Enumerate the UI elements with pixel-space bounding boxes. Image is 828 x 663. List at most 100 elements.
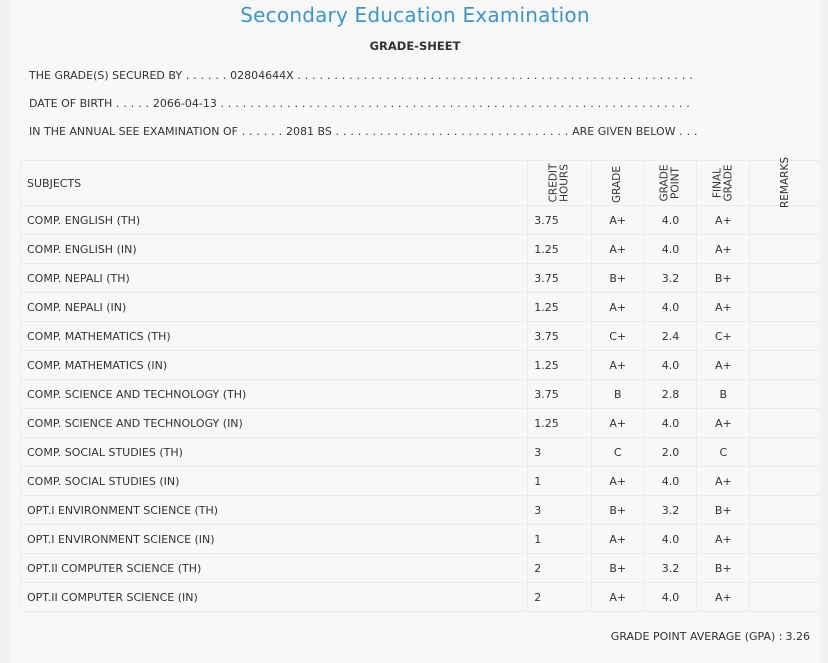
page-title: Secondary Education Examination [240, 3, 590, 27]
cell-final-grade: A+ [696, 408, 751, 438]
cell-remarks [749, 292, 820, 322]
dots: . . . [675, 125, 698, 138]
dots: . . . . . . [237, 125, 287, 138]
cell-subject: OPT.II COMPUTER SCIENCE (TH) [19, 553, 529, 583]
cell-credit-hours: 1 [527, 524, 592, 554]
gpa-label: GRADE POINT AVERAGE (GPA) : [610, 630, 783, 643]
table-row: COMP. ENGLISH (TH) 3.75 A+ 4.0 A+ [19, 205, 820, 235]
cell-grade-point: 4.0 [643, 582, 698, 612]
cell-final-grade: C [696, 437, 751, 467]
table-row: COMP. SOCIAL STUDIES (TH) 3 C 2.0 C [19, 437, 820, 467]
cell-credit-hours: 3.75 [527, 263, 592, 293]
header-credit-hours-label: CREDIT HOURS [548, 164, 571, 203]
table-row: COMP. NEPALI (TH) 3.75 B+ 3.2 B+ [19, 263, 820, 293]
dots: . . . . . [112, 97, 153, 110]
table-row: COMP. SCIENCE AND TECHNOLOGY (TH) 3.75 B 2.… [19, 379, 820, 409]
cell-grade-point: 3.2 [643, 263, 698, 293]
cell-final-grade: B+ [696, 495, 751, 525]
header-subjects-label: SUBJECTS [27, 176, 82, 190]
dots: . . . . . . . . . . . . . . . . . . . . … [216, 97, 691, 110]
cell-remarks [749, 234, 820, 264]
table-row: OPT.I ENVIRONMENT SCIENCE (TH) 3 B+ 3.2 B+ [19, 495, 820, 525]
cell-remarks [749, 350, 820, 380]
grade-sheet: Secondary Education Examination GRADE-SH… [10, 0, 820, 663]
header-remarks: REMARKS [749, 157, 820, 208]
cell-subject: COMP. SCIENCE AND TECHNOLOGY (IN) [19, 408, 529, 438]
header-final-grade-label: FINAL GRADE [711, 165, 734, 202]
cell-final-grade: A+ [696, 524, 751, 554]
cell-grade-point: 2.4 [643, 321, 698, 351]
header-final-grade: FINAL GRADE [696, 160, 751, 206]
cell-final-grade: A+ [696, 234, 751, 264]
cell-grade-point: 4.0 [643, 234, 698, 264]
cell-grade-point: 3.2 [643, 495, 698, 525]
cell-final-grade: B [696, 379, 751, 409]
cell-remarks [749, 466, 820, 496]
cell-credit-hours: 3.75 [527, 205, 592, 235]
exam-label: IN THE ANNUAL SEE EXAMINATION OF [29, 125, 238, 138]
gpa-line: GRADE POINT AVERAGE (GPA) :3.26 [608, 630, 810, 643]
header-credit-line2: HOURS [558, 164, 571, 202]
header-grade-point: GRADE POINT [643, 160, 698, 206]
cell-subject: COMP. SCIENCE AND TECHNOLOGY (TH) [19, 379, 529, 409]
cell-grade: A+ [590, 234, 645, 264]
cell-credit-hours: 3 [527, 437, 592, 467]
cell-grade: A+ [590, 292, 645, 322]
cell-credit-hours: 1.25 [527, 292, 592, 322]
dots: . . . . . . . . . . . . . . . . . . . . … [293, 69, 693, 82]
cell-credit-hours: 1.25 [527, 350, 592, 380]
cell-grade: A+ [590, 582, 645, 612]
table-row: OPT.II COMPUTER SCIENCE (IN) 2 A+ 4.0 A+ [19, 582, 820, 612]
dob-value: 2066-04-13 [152, 97, 217, 110]
table-row: OPT.I ENVIRONMENT SCIENCE (IN) 1 A+ 4.0 A+ [19, 524, 820, 554]
cell-grade-point: 2.0 [643, 437, 698, 467]
cell-grade: A+ [590, 350, 645, 380]
exam-line: IN THE ANNUAL SEE EXAMINATION OF . . . .… [29, 125, 698, 138]
cell-credit-hours: 2 [527, 582, 592, 612]
cell-subject: COMP. NEPALI (TH) [19, 263, 529, 293]
cell-grade: A+ [590, 466, 645, 496]
cell-grade: C+ [590, 321, 645, 351]
gpa-value: 3.26 [785, 630, 811, 643]
cell-final-grade: A+ [696, 466, 751, 496]
dob-label: DATE OF BIRTH [29, 97, 113, 110]
cell-grade-point: 3.2 [643, 553, 698, 583]
table-row: COMP. MATHEMATICS (IN) 1.25 A+ 4.0 A+ [19, 350, 820, 380]
cell-remarks [749, 495, 820, 525]
cell-credit-hours: 1.25 [527, 234, 592, 264]
cell-credit-hours: 2 [527, 553, 592, 583]
dots: . . . . . . [182, 69, 231, 82]
table-row: COMP. SCIENCE AND TECHNOLOGY (IN) 1.25 A+ 4… [19, 408, 820, 438]
cell-grade: A+ [590, 524, 645, 554]
secured-by-label: THE GRADE(S) SECURED BY [29, 69, 183, 82]
cell-grade-point: 4.0 [643, 350, 698, 380]
cell-grade-point: 4.0 [643, 466, 698, 496]
page-subtitle: GRADE-SHEET [369, 39, 461, 53]
dob-line: DATE OF BIRTH . . . . . 2066-04-13 . . .… [29, 97, 690, 110]
cell-final-grade: B+ [696, 553, 751, 583]
secured-by-value: 02804644X [230, 69, 294, 82]
cell-remarks [749, 524, 820, 554]
cell-credit-hours: 3.75 [527, 379, 592, 409]
cell-final-grade: A+ [696, 292, 751, 322]
header-grade-point-label: GRADE POINT [659, 165, 682, 202]
cell-subject: COMP. SOCIAL STUDIES (TH) [19, 437, 529, 467]
grades-table: SUBJECTS CREDIT HOURS GRADE GRADE POINT FI… [19, 157, 820, 612]
cell-final-grade: C+ [696, 321, 751, 351]
table-row: COMP. MATHEMATICS (TH) 3.75 C+ 2.4 C+ [19, 321, 820, 351]
cell-credit-hours: 3.75 [527, 321, 592, 351]
table-header-row: SUBJECTS CREDIT HOURS GRADE GRADE POINT FI… [19, 157, 820, 208]
cell-final-grade: B+ [696, 263, 751, 293]
cell-credit-hours: 3 [527, 495, 592, 525]
table-row: COMP. NEPALI (IN) 1.25 A+ 4.0 A+ [19, 292, 820, 322]
cell-credit-hours: 1.25 [527, 408, 592, 438]
header-credit-hours: CREDIT HOURS [527, 160, 592, 206]
secured-by-line: THE GRADE(S) SECURED BY . . . . . . 0280… [29, 69, 693, 82]
header-remarks-label: REMARKS [778, 156, 791, 209]
cell-subject: COMP. NEPALI (IN) [19, 292, 529, 322]
dots: . . . . . . . . . . . . . . . . . . . . … [331, 125, 573, 138]
cell-grade: B [590, 379, 645, 409]
cell-final-grade: A+ [696, 582, 751, 612]
cell-subject: COMP. MATHEMATICS (IN) [19, 350, 529, 380]
cell-remarks [749, 321, 820, 351]
